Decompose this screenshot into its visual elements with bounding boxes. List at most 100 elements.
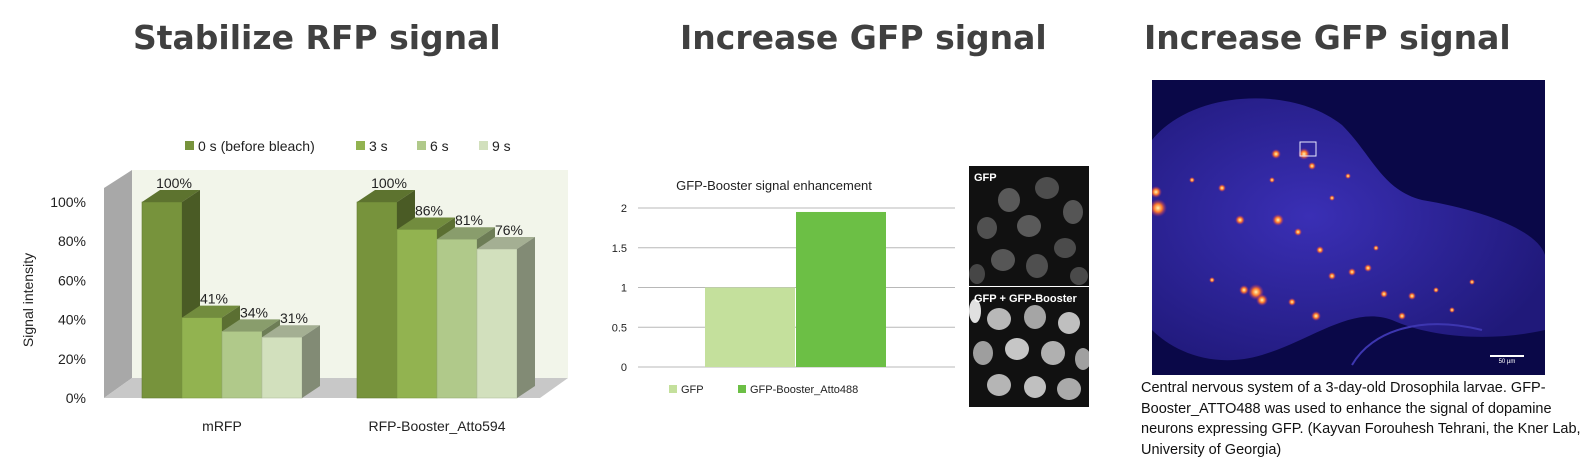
y-tick-label: 60% <box>58 272 86 288</box>
y-axis-label: Signal intensity <box>20 253 36 347</box>
fluorescent-neuron-dot <box>1272 214 1284 226</box>
y-tick-label: 2 <box>621 203 627 215</box>
gfp-booster-micrograph: GFP + GFP-Booster <box>969 287 1089 407</box>
fluorescent-neuron-dot <box>1348 268 1356 276</box>
y-tick-label: 1 <box>621 283 627 295</box>
gfp-booster-nuclei-image <box>969 299 1089 400</box>
legend-entry: GFP <box>669 384 704 396</box>
chart-side-wall <box>104 170 132 398</box>
fluorescent-neuron-dot <box>1294 228 1302 236</box>
chart-title: GFP-Booster signal enhancement <box>676 178 872 193</box>
fluorescent-neuron-dot <box>1269 177 1275 183</box>
bar-value-label: 86% <box>415 202 443 218</box>
bar-top <box>262 325 320 338</box>
legend-entry: GFP-Booster_Atto488 <box>738 384 858 396</box>
bar-side <box>517 237 535 398</box>
gfp-micrograph: GFP <box>969 166 1089 286</box>
fluorescent-neuron-dot <box>1235 215 1245 225</box>
bar-top <box>222 319 280 332</box>
bar-front <box>221 331 263 399</box>
fluorescent-neuron-dot <box>1152 186 1162 198</box>
bar-top <box>437 227 495 240</box>
category-label: RFP-Booster_Atto594 <box>369 418 506 434</box>
bar-front <box>476 248 518 399</box>
panel-title-gfp: Increase GFP signal <box>680 18 1047 57</box>
bar-front <box>141 201 183 399</box>
gfp-nuclei-image <box>969 177 1088 285</box>
fluorescent-neuron-dot <box>1380 290 1388 298</box>
y-tick-label: 1.5 <box>612 243 627 255</box>
legend-label: 3 s <box>369 138 388 154</box>
bar <box>181 305 240 399</box>
bar-top <box>182 305 240 318</box>
bar-front <box>436 238 478 399</box>
legend-label: GFP <box>681 384 704 396</box>
fluorescent-neuron-dot <box>1218 184 1226 192</box>
bar-front <box>261 336 303 399</box>
legend-label: 9 s <box>492 138 511 154</box>
fluorescent-neuron-dot <box>1345 173 1351 179</box>
legend-swatch <box>479 141 488 150</box>
bar-top <box>477 237 535 250</box>
legend-swatch <box>356 141 365 150</box>
bar-value-label: 34% <box>240 304 268 320</box>
fluorescent-neuron-dot <box>1469 279 1475 285</box>
bar-value-label: 31% <box>280 310 308 326</box>
legend-entry: 3 s <box>356 138 388 154</box>
fluorescent-neuron-dot <box>1408 292 1416 300</box>
bar-front <box>356 201 398 399</box>
drosophila-cns-image: 50 µm <box>1152 80 1545 375</box>
fluorescent-neuron-dot <box>1373 245 1379 251</box>
legend-swatch <box>738 385 746 393</box>
gfp-enhancement-chart: GFP-Booster signal enhancement 0 0.5 1 1.5 2… <box>612 178 955 396</box>
y-tick-label: 0% <box>66 390 86 406</box>
fluorescent-neuron-dot <box>1449 307 1455 313</box>
image-caption: Central nervous system of a 3-day-old Dr… <box>1141 380 1581 458</box>
legend-swatch <box>669 385 677 393</box>
legend-entry: 9 s <box>479 138 511 154</box>
fluorescent-neuron-dot <box>1311 311 1321 321</box>
bar-top <box>397 217 455 230</box>
y-tick-label: 0.5 <box>612 322 627 334</box>
fluorescent-neuron-dot <box>1152 199 1167 217</box>
legend-label: GFP-Booster_Atto488 <box>750 384 858 396</box>
fluorescent-neuron-dot <box>1364 264 1372 272</box>
category-label: mRFP <box>202 418 242 434</box>
bar <box>705 287 795 367</box>
legend-entry: 6 s <box>417 138 449 154</box>
gfp-micrograph-label: GFP <box>974 172 997 184</box>
fluorescent-neuron-dot <box>1316 246 1324 254</box>
bar <box>261 325 320 399</box>
fluorescent-neuron-dot <box>1288 298 1296 306</box>
y-tick-label: 20% <box>58 351 86 367</box>
legend-swatch <box>417 141 426 150</box>
legend-entry: 0 s (before bleach) <box>185 138 315 154</box>
fluorescent-neuron-dot <box>1433 287 1439 293</box>
fluorescent-neuron-dot <box>1328 272 1336 280</box>
fluorescent-neuron-dot <box>1398 312 1406 320</box>
fluorescent-neuron-dot <box>1239 285 1249 295</box>
bar-front <box>396 229 438 399</box>
y-tick-label: 0 <box>621 362 627 374</box>
bar-value-label: 76% <box>495 222 523 238</box>
bar-value-label: 81% <box>455 212 483 228</box>
bar-value-label: 100% <box>156 175 192 191</box>
fluorescent-neuron-dot <box>1329 195 1335 201</box>
bar <box>796 211 886 367</box>
fluorescent-neuron-dot <box>1256 294 1268 306</box>
fluorescent-neuron-dot <box>1189 177 1195 183</box>
bar-value-label: 100% <box>371 175 407 191</box>
bar <box>476 237 535 399</box>
fluorescent-neuron-dot <box>1308 162 1316 170</box>
fluorescent-neuron-dot <box>1209 277 1215 283</box>
y-tick-label: 100% <box>50 194 86 210</box>
cns-fluorescence-illustration: 50 µm <box>1152 80 1545 375</box>
bar-front <box>181 317 223 399</box>
y-tick-label: 80% <box>58 233 86 249</box>
panel-title-rfp: Stabilize RFP signal <box>133 18 501 57</box>
fluorescent-neuron-dot <box>1271 149 1281 159</box>
fluorescent-neuron-dot <box>1298 148 1310 160</box>
legend-label: 6 s <box>430 138 449 154</box>
bar-top <box>142 190 200 202</box>
bar-side <box>302 325 320 398</box>
